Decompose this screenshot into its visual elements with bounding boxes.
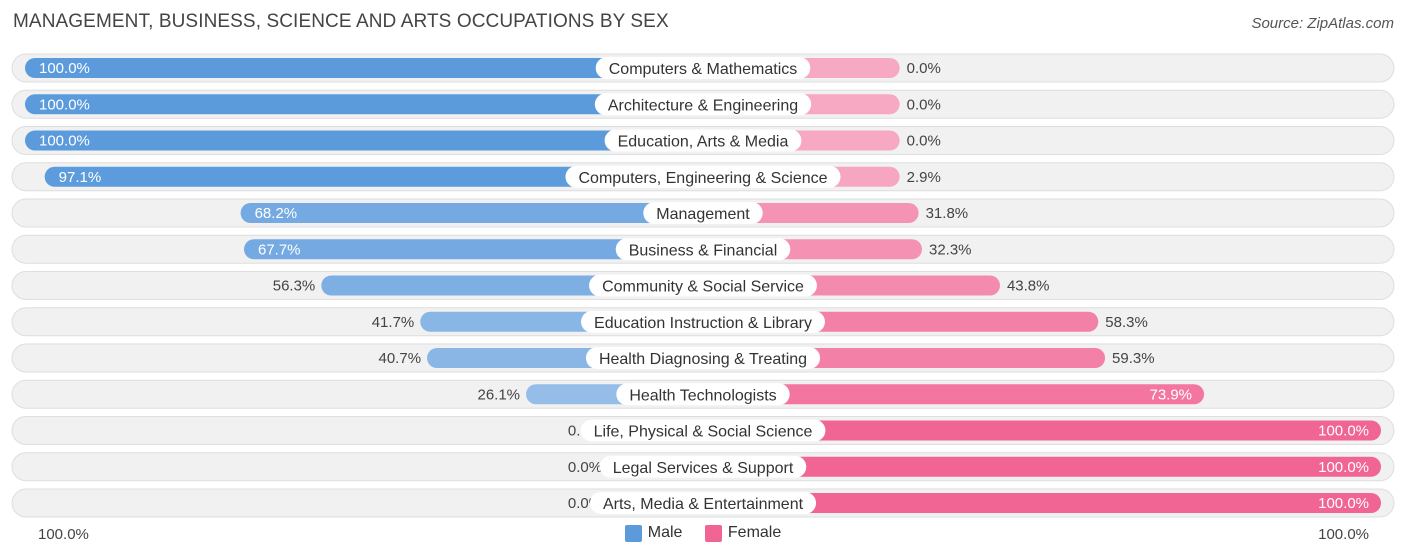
female-value-label: 0.0% bbox=[907, 96, 941, 113]
chart-row: 40.7% 59.3% Health Diagnosing & Treating bbox=[11, 343, 1395, 373]
female-value-label: 100.0% bbox=[1318, 459, 1369, 476]
category-label: Health Diagnosing & Treating bbox=[599, 351, 807, 368]
category-label: Computers, Engineering & Science bbox=[578, 170, 827, 187]
male-value-label: 100.0% bbox=[39, 96, 90, 113]
category-label: Arts, Media & Entertainment bbox=[603, 496, 804, 513]
female-value-label: 0.0% bbox=[907, 133, 941, 150]
male-value-label: 97.1% bbox=[59, 169, 102, 186]
bar-male bbox=[25, 58, 703, 78]
chart-row: 56.3% 43.8% Community & Social Service bbox=[11, 271, 1395, 300]
female-value-label: 73.9% bbox=[1149, 386, 1192, 403]
chart-row: 100.0% 0.0% Education, Arts & Media bbox=[11, 126, 1395, 155]
male-value-label: 26.1% bbox=[477, 386, 520, 403]
category-label-background bbox=[604, 129, 802, 152]
male-value-label: 41.7% bbox=[372, 314, 415, 331]
male-value-label: 100.0% bbox=[39, 60, 90, 77]
male-value-label: 56.3% bbox=[273, 278, 316, 295]
category-label-background bbox=[565, 165, 841, 188]
chart-row: 41.7% 58.3% Education Instruction & Librar… bbox=[11, 307, 1395, 337]
category-label-background bbox=[581, 310, 825, 333]
category-label: Education, Arts & Media bbox=[618, 134, 789, 151]
female-value-label: 2.9% bbox=[907, 169, 941, 186]
category-label-background bbox=[595, 57, 811, 79]
category-label: Community & Social Service bbox=[602, 279, 804, 296]
category-label-background bbox=[589, 492, 817, 514]
chart-row: 0.0% 100.0% Legal Services & Support bbox=[11, 452, 1395, 482]
legend-label-male: Male bbox=[647, 524, 683, 541]
female-value-label: 31.8% bbox=[926, 205, 969, 222]
male-value-label: 100.0% bbox=[39, 133, 90, 150]
chart-row: 68.2% 31.8% Management bbox=[11, 198, 1395, 228]
male-value-label: 68.2% bbox=[255, 205, 298, 222]
category-label-background bbox=[616, 383, 790, 406]
bar-male bbox=[240, 203, 703, 223]
category-label: Legal Services & Support bbox=[613, 460, 794, 477]
legend-label-female: Female bbox=[727, 524, 782, 541]
female-value-label: 58.3% bbox=[1105, 314, 1148, 331]
category-label-background bbox=[643, 202, 763, 224]
female-value-label: 59.3% bbox=[1112, 350, 1155, 367]
male-value-label: 40.7% bbox=[379, 350, 422, 367]
male-value-label: 67.7% bbox=[258, 241, 301, 258]
category-label: Life, Physical & Social Science bbox=[594, 424, 813, 441]
female-value-label: 43.8% bbox=[1007, 278, 1050, 295]
category-label: Management bbox=[656, 206, 750, 223]
bar-male bbox=[25, 94, 703, 115]
female-value-label: 100.0% bbox=[1318, 495, 1369, 512]
bar-male bbox=[25, 130, 703, 151]
bar-male bbox=[44, 166, 704, 187]
category-label-background bbox=[589, 274, 817, 297]
category-label: Business & Financial bbox=[629, 242, 778, 259]
female-value-label: 100.0% bbox=[1318, 423, 1369, 440]
category-label-background bbox=[615, 238, 791, 261]
chart-row: 100.0% 0.0% Computers & Mathematics bbox=[11, 53, 1395, 83]
category-label-background bbox=[580, 419, 826, 442]
category-label: Computers & Mathematics bbox=[609, 61, 798, 78]
bar-female bbox=[703, 420, 1381, 441]
chart-row: 67.7% 32.3% Business & Financial bbox=[11, 234, 1395, 264]
legend: Male Female bbox=[0, 524, 1406, 547]
female-value-label: 32.3% bbox=[929, 241, 972, 258]
axis-left-label: 100.0% bbox=[38, 526, 89, 543]
legend-item-female: Female bbox=[704, 524, 782, 542]
bar-female bbox=[703, 384, 1205, 405]
female-value-label: 0.0% bbox=[907, 60, 941, 77]
chart-row: 26.1% 73.9% Health Technologists bbox=[11, 379, 1395, 409]
bar-male bbox=[243, 239, 703, 260]
category-label-background bbox=[599, 455, 807, 478]
axis-right-label: 100.0% bbox=[1318, 526, 1369, 543]
category-label-background bbox=[585, 347, 821, 369]
legend-item-male: Male bbox=[624, 524, 683, 542]
male-value-label: 0.0% bbox=[568, 459, 602, 476]
bar-female bbox=[703, 456, 1381, 477]
category-label: Architecture & Engineering bbox=[608, 97, 798, 114]
chart-row: 0.0%100.0%Life, Physical & Social Scienc… bbox=[11, 416, 1395, 445]
bar-female bbox=[703, 493, 1381, 513]
category-label: Health Technologists bbox=[629, 387, 776, 404]
legend-swatch-male bbox=[624, 524, 642, 542]
chart-title: MANAGEMENT, BUSINESS, SCIENCE AND ARTS O… bbox=[13, 11, 669, 32]
category-label-background bbox=[594, 93, 812, 116]
source-note: Source: ZipAtlas.com bbox=[1251, 15, 1394, 32]
chart-row: 0.0% 100.0%Arts, Media & Entertainment bbox=[11, 488, 1395, 518]
chart-row: 97.1% 2.9% Computers, Engineering & Scienc… bbox=[11, 162, 1395, 192]
chart-row: 100.0% 0.0% Architecture & Engineering bbox=[11, 89, 1395, 119]
category-label: Education Instruction & Library bbox=[594, 315, 812, 332]
legend-swatch-female bbox=[704, 524, 722, 542]
